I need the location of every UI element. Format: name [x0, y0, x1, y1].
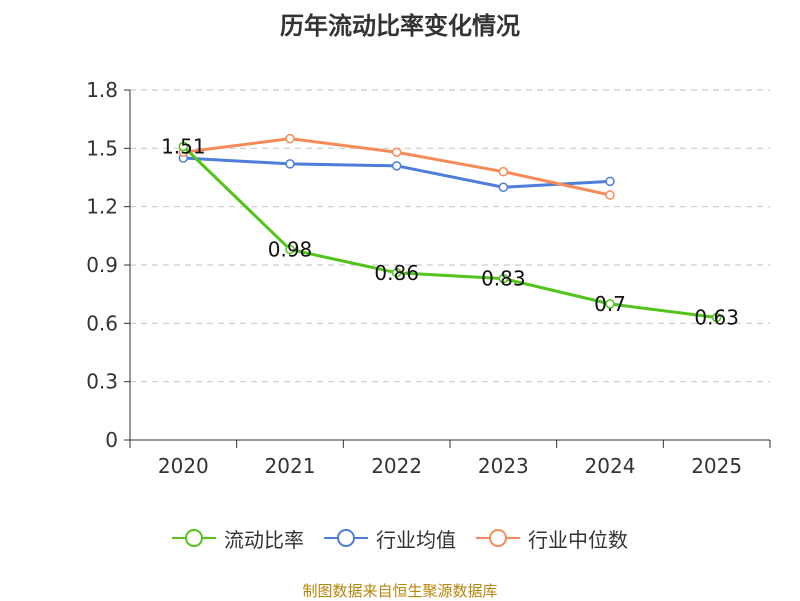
y-tick-label-5: 1.5: [86, 136, 118, 160]
legend-label-current-ratio: 流动比率: [224, 527, 304, 552]
x-tick-label-2020: 2020: [158, 454, 209, 478]
legend-item-industry-mean[interactable]: 行业均值: [324, 524, 456, 553]
source-note: 制图数据来自恒生聚源数据库: [302, 582, 498, 600]
data-label-2020: 1.51: [161, 134, 206, 158]
legend-label-industry-median: 行业中位数: [528, 527, 628, 552]
legend-item-industry-median[interactable]: 行业中位数: [476, 524, 628, 553]
y-tick-label-3: 0.9: [86, 253, 118, 277]
y-tick-label-0: 0: [105, 428, 118, 452]
data-point-s2-2021[interactable]: [285, 133, 295, 144]
data-point-s1-2023[interactable]: [498, 182, 509, 192]
x-tick-label-2023: 2023: [478, 454, 529, 478]
data-label-2022: 0.86: [374, 261, 419, 285]
y-tick-label-2: 0.6: [86, 311, 118, 335]
data-point-s0-2021[interactable]: [285, 244, 295, 255]
data-point-s0-2020[interactable]: [178, 141, 189, 152]
data-point-s1-2021[interactable]: [285, 159, 295, 169]
legend-marker-industry-mean: [324, 529, 368, 547]
data-point-s2-2022[interactable]: [391, 147, 402, 157]
data-point-s0-2023[interactable]: [498, 273, 509, 284]
data-point-s1-2022[interactable]: [391, 161, 402, 171]
chart-title: 历年流动比率变化情况: [280, 12, 520, 40]
data-label-2023: 0.83: [481, 267, 526, 291]
x-tick-label-2024: 2024: [585, 454, 636, 478]
x-tick-label-2021: 2021: [265, 454, 316, 478]
y-tick-label-1: 0.3: [86, 370, 118, 394]
x-tick-label-2022: 2022: [371, 454, 422, 478]
data-label-2025: 0.63: [694, 306, 739, 330]
data-point-s0-2025[interactable]: [711, 312, 722, 323]
legend-marker-current-ratio: [172, 529, 216, 547]
data-label-2024: 0.7: [594, 292, 626, 316]
legend-item-current-ratio[interactable]: 流动比率: [172, 524, 304, 553]
legend-label-industry-mean: 行业均值: [376, 527, 456, 552]
y-tick-label-4: 1.2: [86, 195, 118, 219]
data-point-s2-2024[interactable]: [605, 190, 615, 200]
data-point-s2-2023[interactable]: [498, 166, 509, 177]
data-point-s1-2024[interactable]: [605, 176, 615, 187]
series-line-0: [182, 145, 717, 319]
x-tick-label-2025: 2025: [691, 454, 742, 478]
legend-marker-industry-median: [476, 529, 520, 547]
data-label-2021: 0.98: [268, 237, 313, 261]
data-point-s0-2022[interactable]: [391, 268, 402, 278]
chart-legend: 流动比率 行业均值 行业中位数: [0, 520, 800, 556]
y-tick-label-6: 1.8: [86, 78, 118, 102]
data-point-s0-2024[interactable]: [605, 299, 615, 309]
